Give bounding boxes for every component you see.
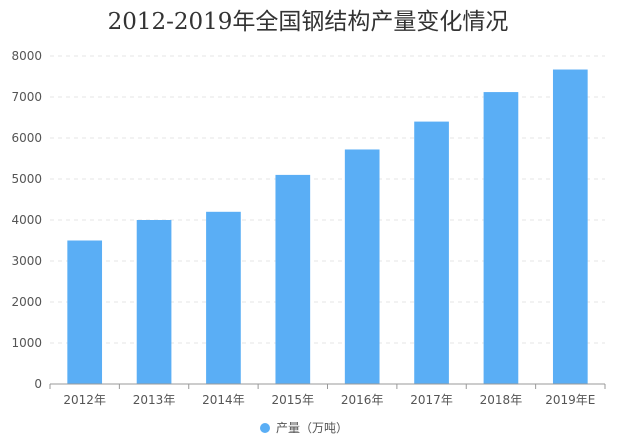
x-axis: 2012年 2013年 2014年 2015年 2016年 2017年 2018年 2019年… [49,383,606,407]
x-tick-label: 2014年 [202,393,245,407]
legend-marker [260,423,270,433]
x-tick-label: 2016年 [341,393,384,407]
bar[interactable] [483,92,519,384]
x-tick-label: 2017年 [410,393,453,407]
legend-label: 产量（万吨） [276,421,348,435]
legend[interactable]: 产量（万吨） [260,421,348,435]
bar[interactable] [552,69,588,384]
y-tick-label: 3000 [11,254,42,268]
y-axis: 0 1000 2000 3000 4000 5000 6000 7000 8000 [11,49,42,391]
y-tick-label: 2000 [11,295,42,309]
y-tick-label: 6000 [11,131,42,145]
bar[interactable] [414,121,449,384]
x-tick-label: 2018年 [480,393,523,407]
y-tick-label: 5000 [11,172,42,186]
grid [50,55,605,344]
y-tick-label: 4000 [11,213,42,227]
bar[interactable] [67,240,103,385]
y-tick-label: 0 [34,377,42,391]
y-tick-label: 8000 [11,49,42,63]
x-tick-label: 2012年 [63,393,106,407]
y-tick-label: 7000 [11,90,42,104]
bar[interactable] [344,149,380,384]
x-tick-label: 2015年 [272,393,315,407]
y-tick-label: 1000 [11,336,42,350]
bars [67,69,588,385]
chart-title: 2012-2019年全国钢结构产量变化情况 [108,9,509,35]
x-tick-label: 2013年 [133,393,176,407]
bar[interactable] [206,211,241,384]
x-tick-label: 2019年E [545,393,595,407]
bar[interactable] [275,174,311,384]
bar[interactable] [136,220,172,384]
